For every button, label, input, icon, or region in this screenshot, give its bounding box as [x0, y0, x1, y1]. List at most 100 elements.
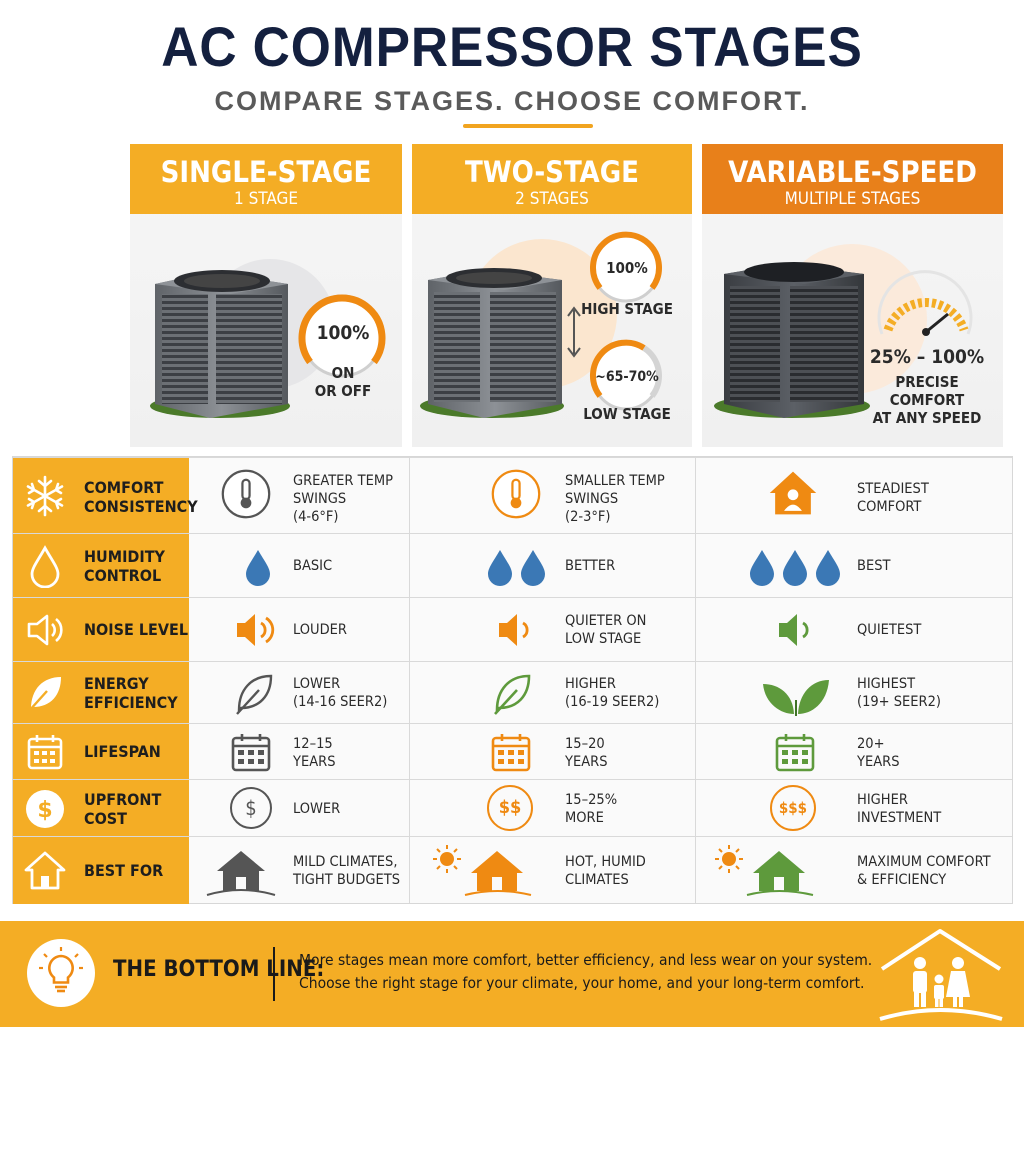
leaf-icon: [494, 674, 531, 715]
cell-text: HOT, HUMID CLIMATES: [565, 854, 646, 888]
variable-speed-header: VARIABLE-SPEED MULTIPLE STAGES: [702, 144, 1003, 214]
cell-text: BASIC: [293, 558, 333, 574]
variable-speed-caption-2: COMFORT: [889, 391, 965, 409]
variable-speed-caption-3: AT ANY SPEED: [872, 409, 982, 427]
row-label: UPFRONT COST: [84, 790, 162, 828]
single-stage-subtitle: 1 STAGE: [234, 189, 298, 209]
row-label: COMFORT CONSISTENCY: [84, 478, 198, 516]
snowflake-icon: [26, 475, 64, 517]
calendar-icon: [491, 734, 531, 772]
speaker-icon: [779, 614, 809, 646]
row-label: ENERGY EFFICIENCY: [84, 674, 178, 712]
water-drop-icon: [246, 550, 270, 586]
sun-house-icon: [433, 845, 532, 896]
cell-text: STEADIEST COMFORT: [857, 481, 929, 515]
title-divider: [463, 124, 593, 128]
cell-text: LOWER: [293, 801, 341, 817]
row-label-cell: BEST FOR: [13, 837, 189, 904]
low-stage-value: ~65-70%: [595, 369, 659, 385]
table-row-comfort: COMFORT CONSISTENCY GREATER TEMP SWINGS (4-…: [13, 457, 1012, 534]
cell-text: HIGHER INVESTMENT: [857, 792, 942, 826]
cell-text: HIGHER (16-19 SEER2): [565, 676, 660, 710]
water-drops-icon: [488, 550, 545, 586]
cell-text: MAXIMUM COMFORT & EFFICIENCY: [857, 854, 991, 888]
bottom-divider: [273, 947, 275, 1001]
cell-text: BETTER: [565, 558, 616, 574]
lightbulb-icon: [27, 939, 95, 1007]
variable-speed-range: 25% – 100%: [869, 346, 985, 368]
single-stage-card: SINGLE-STAGE 1 STAGE 100% ON OR OFF: [130, 144, 402, 447]
svg-text:$: $: [37, 798, 52, 823]
cell-text: BEST: [857, 558, 891, 574]
water-drops-icon: [750, 550, 840, 586]
page-subtitle: COMPARE STAGES. CHOOSE COMFORT.: [214, 86, 810, 116]
single-stage-caption-1: ON: [331, 364, 355, 382]
cell-text: MILD CLIMATES, TIGHT BUDGETS: [293, 854, 400, 888]
row-label: LIFESPAN: [84, 742, 161, 761]
single-stage-gauge-value: 100%: [316, 322, 370, 344]
two-stage-illustration: 100% HIGH STAGE ~65-70% LOW STAGE: [412, 214, 692, 447]
row-label-cell: HUMIDITY CONTROL: [13, 534, 189, 598]
thermometer-icon: [491, 469, 541, 519]
row-label-cell: NOISE LEVEL: [13, 598, 189, 662]
row-label: NOISE LEVEL: [84, 620, 188, 639]
calendar-icon: [27, 735, 63, 770]
speaker-icon: [27, 614, 63, 646]
single-stage-title: SINGLE-STAGE: [160, 155, 372, 189]
ac-unit-icon: [150, 270, 290, 418]
table-row-lifespan: LIFESPAN 12–15 YEARS 15–20 YEARS 20+ YEARS: [13, 723, 1012, 780]
speed-gauge-icon: [877, 270, 973, 336]
cell-text: HIGHEST (19+ SEER2): [857, 676, 941, 710]
cell-text: 20+ YEARS: [857, 736, 900, 770]
calendar-icon: [231, 734, 271, 772]
single-stage-caption-2: OR OFF: [314, 382, 372, 400]
low-gauge-icon: [589, 339, 662, 411]
leaves-icon: [763, 680, 829, 716]
variable-speed-card: VARIABLE-SPEED MULTIPLE STAGES 25% – 100…: [702, 144, 1003, 447]
row-label: HUMIDITY CONTROL: [84, 547, 165, 585]
speaker-icon: [499, 614, 529, 646]
cell-text: LOUDER: [293, 622, 347, 638]
row-label-cell: LIFESPAN: [13, 724, 189, 780]
dollar-icon: $$: [487, 785, 533, 831]
cell-text: 15–25% MORE: [565, 792, 618, 826]
gauge-icon: [298, 294, 386, 378]
table-row-humidity: HUMIDITY CONTROL BASIC BETTER BEST: [13, 533, 1012, 598]
ac-unit-icon: [420, 268, 564, 418]
cell-text: GREATER TEMP SWINGS (4-6°F): [293, 473, 393, 525]
single-stage-illustration: 100% ON OR OFF: [130, 214, 402, 447]
bottom-line-text: More stages mean more comfort, better ef…: [299, 951, 873, 992]
two-stage-title: TWO-STAGE: [465, 155, 639, 189]
cell-text: QUIETEST: [857, 622, 922, 638]
high-stage-label: HIGH STAGE: [581, 300, 673, 318]
variable-speed-illustration: 25% – 100% PRECISE COMFORT AT ANY SPEED: [702, 214, 1003, 447]
row-label-cell: COMFORT CONSISTENCY: [13, 458, 198, 534]
row-label-cell: $ UPFRONT COST: [13, 780, 189, 837]
table-row-energy: ENERGY EFFICIENCY LOWER (14-16 SEER2) HIGH…: [13, 661, 1012, 724]
variable-speed-title: VARIABLE-SPEED: [728, 155, 977, 189]
two-stage-card: TWO-STAGE 2 STAGES: [412, 144, 692, 447]
water-drop-icon: [30, 545, 60, 588]
ac-unit-icon: [714, 262, 870, 418]
dollar-icon: $: [230, 787, 272, 829]
dollar-icon: $: [26, 790, 64, 828]
house-icon: [24, 851, 66, 890]
table-row-cost: $ UPFRONT COST $ LOWER $$ 15–25% MORE $$$ …: [13, 779, 1012, 837]
house-icon: [206, 851, 276, 896]
low-stage-label: LOW STAGE: [583, 405, 671, 423]
arrows-icon: [567, 306, 581, 358]
two-stage-subtitle: 2 STAGES: [515, 189, 589, 209]
comparison-table: COMFORT CONSISTENCY GREATER TEMP SWINGS (4-…: [12, 456, 1013, 904]
cell-text: 15–20 YEARS: [565, 736, 608, 770]
cell-text: LOWER (14-16 SEER2): [293, 676, 388, 710]
thermometer-icon: [221, 469, 271, 519]
cell-text: 12–15 YEARS: [293, 736, 336, 770]
family-house-icon: [879, 929, 1003, 1021]
bottom-line-title: THE BOTTOM LINE:: [113, 957, 325, 982]
high-stage-value: 100%: [606, 259, 648, 277]
single-stage-header: SINGLE-STAGE 1 STAGE: [130, 144, 402, 214]
high-gauge-icon: [590, 231, 662, 303]
variable-speed-subtitle: MULTIPLE STAGES: [784, 189, 921, 209]
calendar-icon: [775, 734, 815, 772]
row-label-cell: ENERGY EFFICIENCY: [13, 662, 189, 724]
